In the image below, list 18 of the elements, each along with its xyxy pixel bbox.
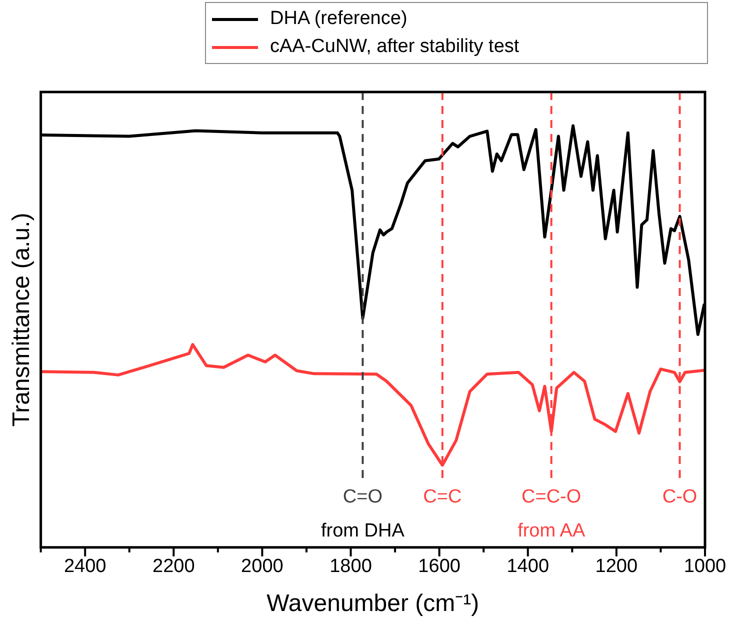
x-tick-label: 1200 [595, 556, 638, 578]
x-tick-label: 1600 [418, 556, 460, 578]
x-tick-label: 1000 [684, 556, 726, 578]
annotation: from DHA [321, 520, 405, 542]
legend-label: cAA-CuNW, after stability test [270, 36, 520, 58]
x-tick-label: 2200 [152, 556, 195, 578]
x-tick-label: 1800 [330, 556, 372, 578]
ref-line-label: C=C-O [522, 486, 582, 508]
annotation: from AA [518, 520, 586, 542]
x-tick-label: 2400 [64, 556, 106, 578]
legend-label: DHA (reference) [270, 8, 408, 30]
ref-line-label: C=C [423, 486, 462, 508]
ref-line-label: C-O [662, 486, 698, 508]
x-tick-label: 1400 [506, 556, 550, 578]
ref-line-label: C=O [342, 486, 383, 508]
x-axis-title: Wavenumber (cm⁻¹) [266, 590, 480, 618]
x-tick-label: 2000 [241, 556, 284, 578]
y-axis-title: Transmittance (a.u.) [8, 212, 36, 427]
